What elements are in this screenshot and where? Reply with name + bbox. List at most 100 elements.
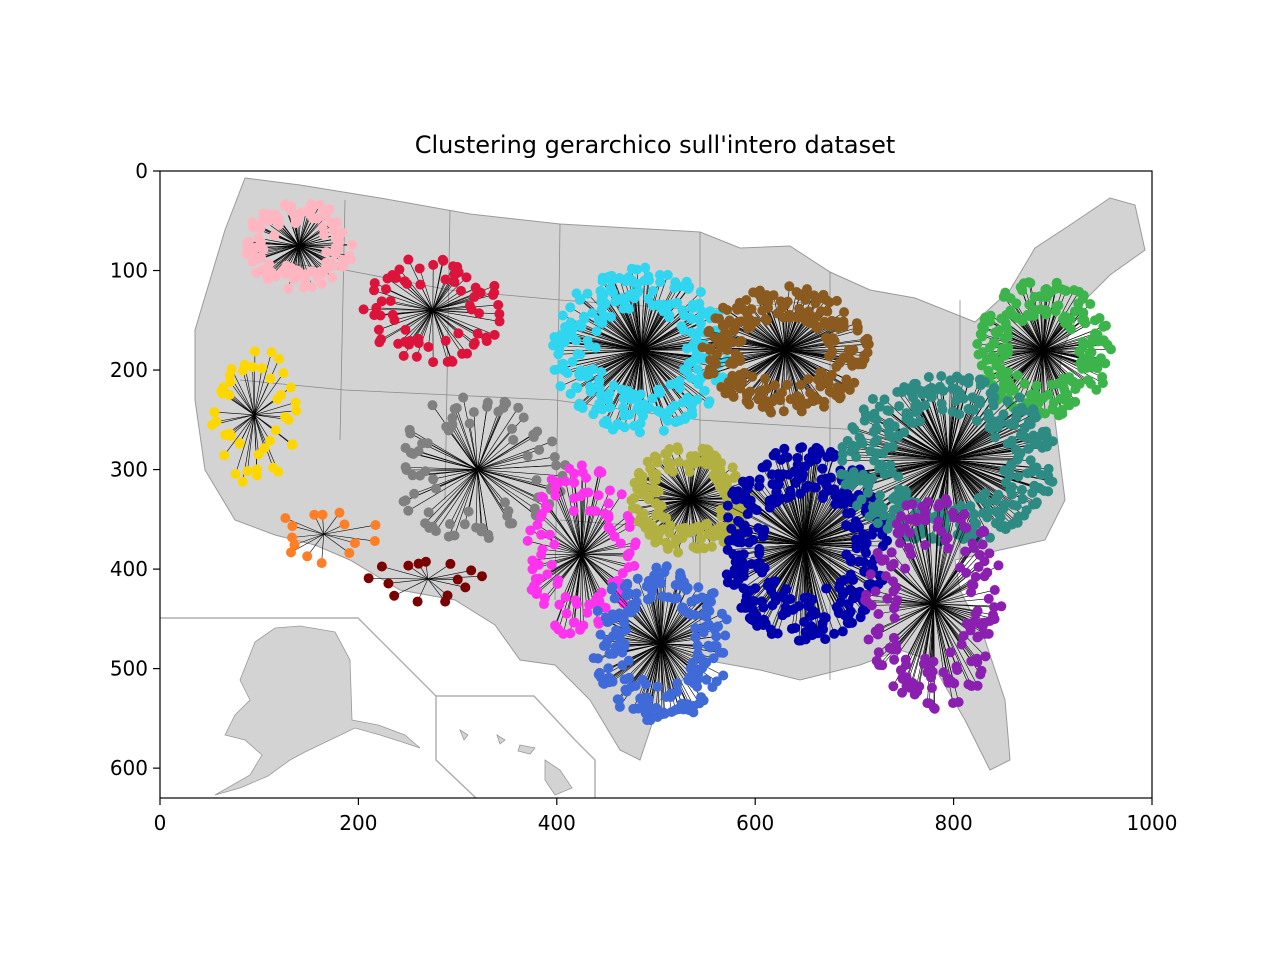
data-point [617,568,628,579]
cluster-link [619,277,642,351]
data-point [528,429,539,440]
cluster-link [896,603,934,650]
data-point [285,382,296,393]
data-point [474,308,485,319]
cluster-link [784,349,809,380]
cluster-link [229,394,255,416]
cluster-link [867,459,949,493]
data-point [458,392,469,403]
data-point [369,285,380,296]
cluster-link [872,459,949,508]
cluster-4 [697,281,874,418]
data-point [972,339,983,350]
data-point [926,532,937,543]
data-point [764,577,775,588]
data-point [839,307,850,318]
cluster-link [298,242,340,246]
cluster-link [544,553,582,599]
data-point [605,402,616,413]
data-point [792,453,803,464]
data-point [793,635,804,646]
data-point [582,288,593,299]
data-point [752,620,763,631]
cluster-link [660,610,685,644]
data-point [283,283,294,294]
cluster-link [1012,349,1044,389]
cluster-link [690,480,718,500]
data-point [437,254,448,265]
data-point [648,580,659,591]
data-point [837,449,848,460]
data-point [596,290,607,301]
cluster-link [640,329,684,351]
data-point [637,674,648,685]
data-point [670,705,681,716]
cluster-link [454,469,478,536]
data-point [891,519,902,530]
cluster-link [646,643,662,698]
cluster-link [477,469,551,491]
data-point [678,325,689,336]
data-point [309,509,320,520]
cluster-link [578,349,642,407]
data-point [255,223,266,234]
data-point [684,466,695,477]
cluster-link [948,459,1035,487]
cluster-link [640,304,659,351]
data-point [829,335,840,346]
cluster-link [640,349,684,403]
cluster-link [323,524,376,535]
cluster-link [298,245,321,272]
data-point [796,406,807,417]
data-point [687,303,698,314]
data-point [237,476,248,487]
cluster-link [660,636,717,645]
data-point [918,658,929,669]
data-point [640,708,651,719]
cluster-link [576,293,642,351]
cluster-link [452,424,478,470]
cluster-link [871,603,934,606]
cluster-link [660,636,696,645]
data-point [768,290,779,301]
data-point [820,612,831,623]
data-point [648,285,659,296]
data-point [953,373,964,384]
data-point [621,686,632,697]
data-point [796,472,807,483]
cluster-link [915,517,935,604]
data-point [744,399,755,410]
cluster-link [769,500,806,545]
cluster-link [581,554,599,598]
data-point [622,510,633,521]
cluster-link [660,612,689,644]
cluster-link [260,228,300,246]
data-point [733,516,744,527]
cluster-link [641,338,697,351]
cluster-link [581,510,596,555]
cluster-link [637,578,662,644]
data-point [707,682,718,693]
data-point [770,380,781,391]
cluster-link [572,349,642,362]
data-point [795,379,806,390]
data-point [493,406,504,417]
data-point [926,682,937,693]
data-point [302,551,313,562]
cluster-link [477,402,489,470]
data-point [972,657,983,668]
data-point [270,209,281,220]
cluster-link [581,543,621,555]
data-point [756,295,767,306]
data-point [472,328,483,339]
data-point [382,273,393,284]
cluster-link [214,411,255,416]
cluster-link [660,607,683,644]
cluster-link [893,591,934,605]
cluster-link [640,349,710,402]
data-point [841,549,852,560]
data-point [842,508,853,519]
data-point [705,354,716,365]
cluster-link [784,323,811,351]
